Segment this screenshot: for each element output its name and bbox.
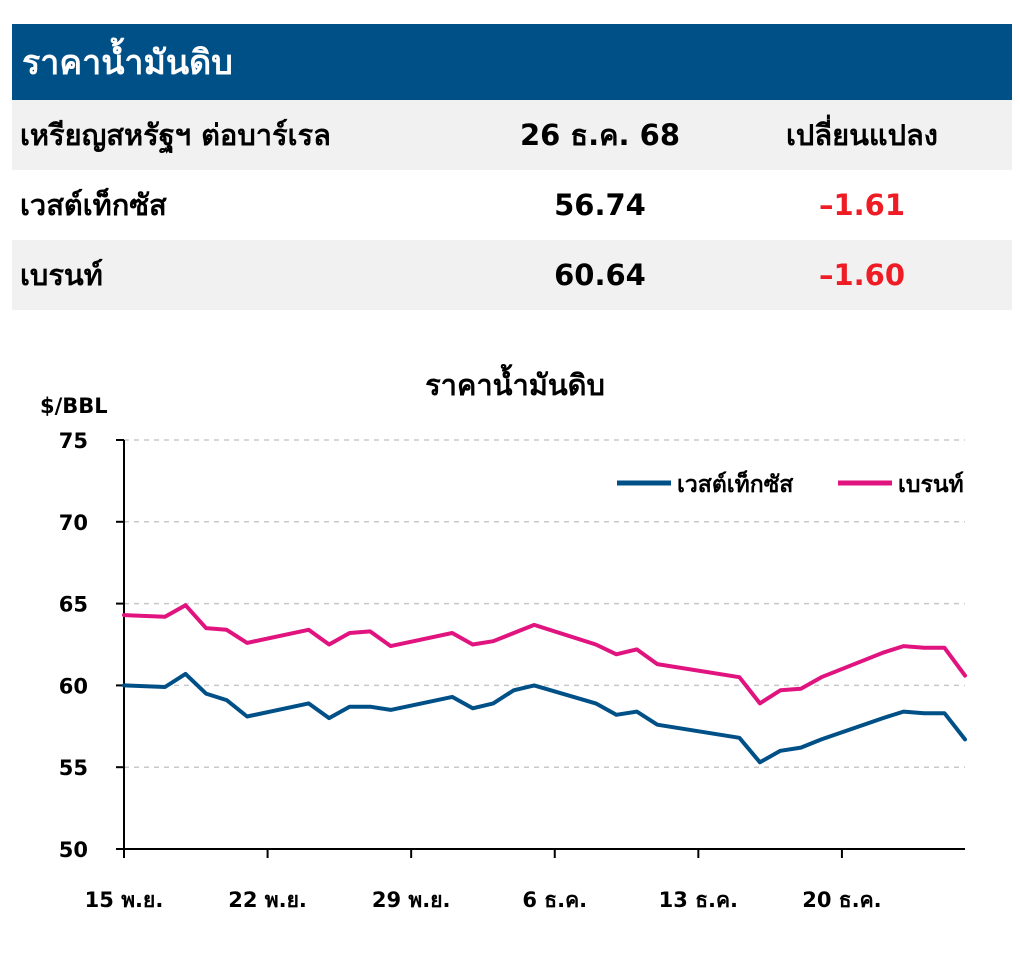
y-tick-label: 60	[59, 674, 88, 698]
legend: เวสต์เท็กซัส เบรนท์	[617, 469, 964, 498]
x-tick-label: 20 ธ.ค.	[802, 888, 881, 912]
x-tick-label: 13 ธ.ค.	[659, 888, 738, 912]
row-change: –1.61	[818, 188, 906, 222]
row-price: 56.74	[554, 188, 646, 222]
legend-label: เบรนท์	[898, 471, 964, 498]
x-tick-label: 29 พ.ย.	[372, 888, 451, 912]
y-tick-label: 65	[59, 593, 88, 617]
series-line-0	[122, 671, 967, 765]
change-header: เปลี่ยนแปลง	[786, 118, 938, 152]
row-change: –1.60	[818, 258, 906, 292]
y-tick-label: 55	[59, 756, 88, 780]
unit-header: เหรียญสหรัฐฯ ต่อบาร์เรล	[20, 118, 331, 152]
y-axis-label: $/BBL	[40, 394, 108, 418]
x-tick-label: 22 พ.ย.	[228, 888, 307, 912]
y-tick-label: 70	[59, 511, 88, 535]
legend-label: เวสต์เท็กซัส	[677, 469, 794, 498]
row-name: เวสต์เท็กซัส	[20, 188, 167, 222]
table-row-brent: เบรนท์ 60.64 –1.60	[12, 240, 1012, 310]
gridlines	[124, 439, 965, 768]
oil-price-line-chart: ราคาน้ำมันดิบ $/BBL 50 55 60 65 70 75 15 พ.ย. 2…	[40, 363, 967, 912]
table-title: ราคาน้ำมันดิบ	[22, 43, 233, 83]
axes: 50 55 60 65 70 75 15 พ.ย. 22 พ.ย. 29 พ.ย. 6 ธ.ค. 1…	[59, 429, 965, 912]
table-title-bar: ราคาน้ำมันดิบ	[12, 24, 1012, 100]
x-tick-label: 15 พ.ย.	[85, 888, 164, 912]
x-tick-label: 6 ธ.ค.	[522, 888, 587, 912]
row-name: เบรนท์	[20, 258, 103, 292]
y-tick-label: 50	[59, 838, 88, 862]
y-tick-label: 75	[59, 429, 88, 453]
row-price: 60.64	[554, 258, 646, 292]
series-line-1	[122, 603, 967, 706]
date-header: 26 ธ.ค. 68	[519, 118, 681, 152]
table-row-wti: เวสต์เท็กซัส 56.74 –1.61	[12, 170, 1012, 240]
series-lines	[122, 603, 967, 765]
chart-title: ราคาน้ำมันดิบ	[425, 363, 605, 402]
table-header-row: เหรียญสหรัฐฯ ต่อบาร์เรล 26 ธ.ค. 68 เปลี่…	[12, 100, 1012, 170]
